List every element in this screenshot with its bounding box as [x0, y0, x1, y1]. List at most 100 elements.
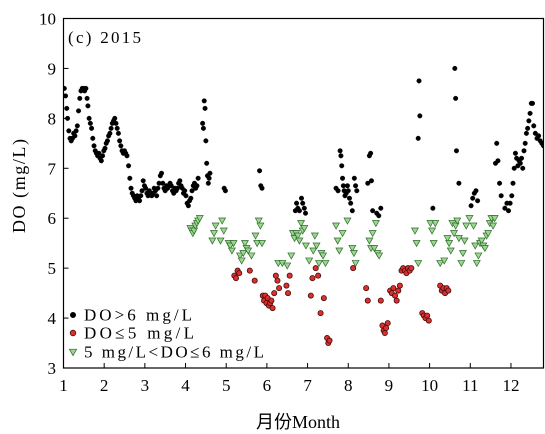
data-point-do-above-6 — [337, 148, 343, 154]
data-point-do-5-to-6 — [484, 230, 493, 238]
data-point-do-5-to-6 — [195, 215, 204, 223]
data-point-do-above-6 — [140, 178, 146, 184]
data-point-do-at-most-5 — [251, 277, 258, 284]
data-point-do-at-most-5 — [307, 292, 314, 299]
data-point-do-above-6 — [63, 85, 67, 91]
data-point-do-5-to-6 — [321, 260, 330, 268]
data-point-do-above-6 — [417, 113, 423, 119]
y-tick-label: 5 — [48, 259, 57, 278]
data-point-do-at-most-5 — [320, 295, 327, 302]
data-point-do-5-to-6 — [365, 237, 374, 245]
data-point-do-5-to-6 — [370, 245, 379, 253]
data-point-do-5-to-6 — [338, 230, 347, 238]
data-point-do-above-6 — [294, 200, 300, 206]
data-point-do-5-to-6 — [454, 235, 463, 243]
data-point-do-above-6 — [365, 180, 371, 186]
data-point-do-above-6 — [86, 115, 92, 121]
data-point-do-5-to-6 — [431, 220, 440, 228]
data-point-do-above-6 — [453, 95, 459, 101]
data-point-do-at-most-5 — [326, 337, 333, 344]
x-tick-label: 4 — [181, 376, 190, 395]
data-point-do-at-most-5 — [424, 312, 431, 319]
data-point-do-above-6 — [117, 138, 123, 144]
data-point-do-above-6 — [182, 188, 188, 194]
data-point-do-above-6 — [353, 183, 359, 189]
data-point-do-5-to-6 — [477, 237, 486, 245]
data-point-do-above-6 — [473, 188, 479, 194]
data-point-do-at-most-5 — [246, 267, 253, 274]
data-point-do-5-to-6 — [253, 240, 262, 248]
x-tick-label: 11 — [462, 376, 478, 395]
data-point-do-above-6 — [74, 123, 80, 129]
data-point-do-at-most-5 — [384, 320, 391, 327]
data-point-do-at-most-5 — [392, 292, 399, 299]
data-point-do-above-6 — [344, 183, 350, 189]
data-point-do-5-to-6 — [283, 262, 292, 270]
data-point-do-at-most-5 — [393, 297, 400, 304]
y-tick-label: 6 — [48, 209, 57, 228]
data-point-do-at-most-5 — [276, 285, 283, 292]
data-point-do-at-most-5 — [396, 282, 403, 289]
data-point-do-at-most-5 — [269, 305, 276, 312]
data-point-do-above-6 — [84, 95, 90, 101]
data-point-do-above-6 — [202, 105, 208, 111]
data-point-do-above-6 — [73, 128, 79, 134]
data-point-do-5-to-6 — [319, 252, 328, 260]
data-point-do-5-to-6 — [412, 240, 421, 248]
data-point-do-above-6 — [349, 208, 355, 214]
data-point-do-5-to-6 — [208, 237, 217, 245]
data-point-do-5-to-6 — [489, 222, 498, 230]
data-point-do-above-6 — [257, 168, 263, 174]
data-point-do-at-most-5 — [315, 272, 322, 279]
data-point-do-above-6 — [510, 180, 516, 186]
data-point-do-above-6 — [204, 160, 210, 166]
data-point-do-above-6 — [87, 120, 93, 126]
data-point-do-at-most-5 — [285, 290, 292, 297]
data-point-do-above-6 — [519, 155, 525, 161]
data-point-do-5-to-6 — [332, 222, 341, 230]
data-point-do-above-6 — [339, 163, 345, 169]
data-point-do-above-6 — [509, 193, 515, 199]
data-point-do-5-to-6 — [348, 245, 357, 253]
data-point-do-5-to-6 — [229, 240, 238, 248]
x-tick-label: 5 — [222, 376, 231, 395]
data-point-do-5-to-6 — [226, 242, 235, 250]
data-point-do-5-to-6 — [429, 240, 438, 248]
data-point-do-5-to-6 — [256, 222, 265, 230]
data-point-do-above-6 — [536, 133, 542, 139]
data-point-do-above-6 — [89, 125, 95, 131]
data-point-do-above-6 — [154, 193, 160, 199]
data-point-do-above-6 — [126, 163, 132, 169]
data-point-do-5-to-6 — [428, 227, 437, 235]
data-point-do-above-6 — [512, 150, 518, 156]
y-tick-label: 7 — [48, 159, 57, 178]
data-point-do-above-6 — [416, 78, 422, 84]
plot-frame — [62, 17, 545, 369]
data-point-do-5-to-6 — [237, 257, 246, 265]
x-axis: 1 2 3 4 5 6 7 8 9 10 11 12 — [59, 363, 519, 395]
data-point-do-at-most-5 — [364, 297, 371, 304]
data-point-do-above-6 — [63, 93, 69, 99]
y-tick-label: 8 — [48, 109, 57, 128]
data-point-do-5-to-6 — [410, 227, 419, 235]
data-point-do-5-to-6 — [314, 260, 323, 268]
data-point-do-above-6 — [346, 195, 352, 201]
data-point-do-above-6 — [527, 110, 533, 116]
data-point-do-above-6 — [85, 103, 91, 109]
x-tick-label: 8 — [344, 376, 353, 395]
data-point-do-at-most-5 — [395, 287, 402, 294]
panel-label: (c) 2015 — [68, 28, 141, 47]
data-point-do-above-6 — [112, 115, 118, 121]
data-point-do-above-6 — [475, 198, 481, 204]
data-point-do-above-6 — [470, 195, 476, 201]
x-tick-label: 12 — [502, 376, 519, 395]
data-point-do-5-to-6 — [310, 232, 319, 240]
data-point-do-above-6 — [185, 203, 191, 209]
data-point-do-5-to-6 — [371, 220, 380, 228]
data-point-do-above-6 — [124, 153, 130, 159]
data-point-do-at-most-5 — [232, 275, 239, 282]
data-point-do-above-6 — [520, 165, 526, 171]
data-point-do-above-6 — [335, 188, 341, 194]
data-point-do-above-6 — [300, 200, 306, 206]
